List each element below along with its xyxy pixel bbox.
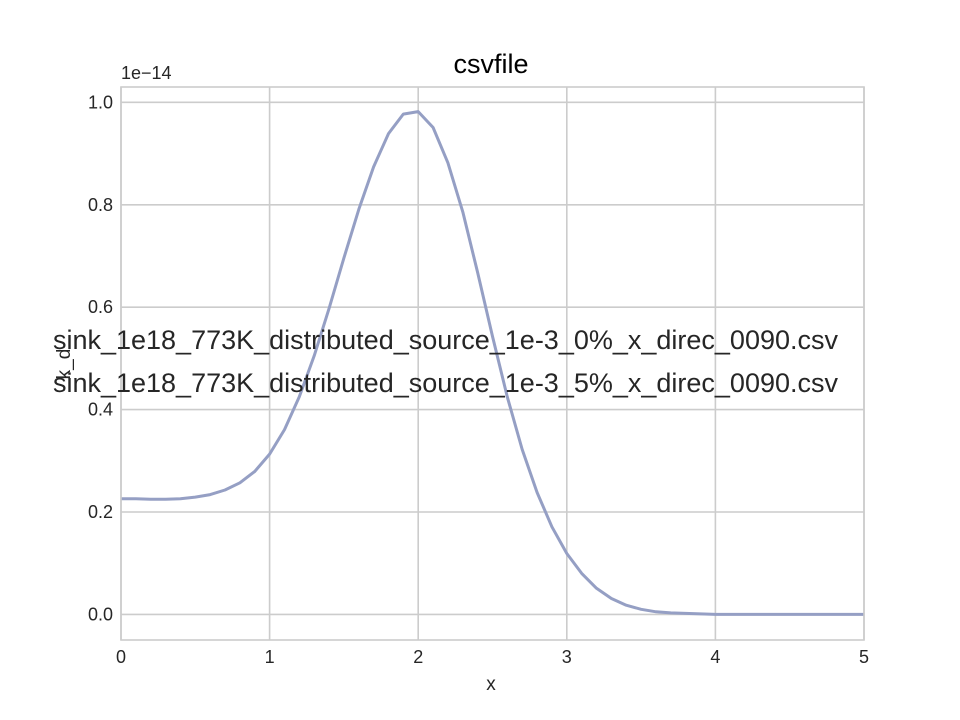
legend-entry-2: sink_1e18_773K_distributed_source_1e-3_5… xyxy=(53,368,839,398)
legend: sink_1e18_773K_distributed_source_1e-3_0… xyxy=(53,325,839,398)
x-axis-label: x xyxy=(486,674,496,695)
y-tick-label: 0.0 xyxy=(88,604,113,624)
x-tick-label: 1 xyxy=(265,647,275,667)
y-tick-label: 0.2 xyxy=(88,502,113,522)
plot-frame xyxy=(120,86,865,641)
y-tick-label: 0.6 xyxy=(88,297,113,317)
tick-labels: 0 1 2 3 4 5 0.0 0.2 0.4 0.6 0.8 1.0 xyxy=(88,92,869,667)
y-tick-label: 1.0 xyxy=(88,92,113,112)
y-tick-label: 0.8 xyxy=(88,195,113,215)
chart-title: csvfile xyxy=(453,49,528,79)
x-tick-label: 3 xyxy=(562,647,572,667)
y-offset-label: 1e−14 xyxy=(121,63,172,83)
x-tick-label: 2 xyxy=(413,647,423,667)
series-layer xyxy=(121,110,864,616)
x-tick-label: 4 xyxy=(710,647,720,667)
legend-entry-1: sink_1e18_773K_distributed_source_1e-3_0… xyxy=(53,325,839,355)
x-tick-label: 5 xyxy=(859,647,869,667)
plot-background xyxy=(121,87,864,640)
y-tick-label: 0.4 xyxy=(88,400,113,420)
y-axis-label: k_d xyxy=(54,349,75,380)
series-line-1 xyxy=(121,110,864,616)
x-tick-label: 0 xyxy=(116,647,126,667)
